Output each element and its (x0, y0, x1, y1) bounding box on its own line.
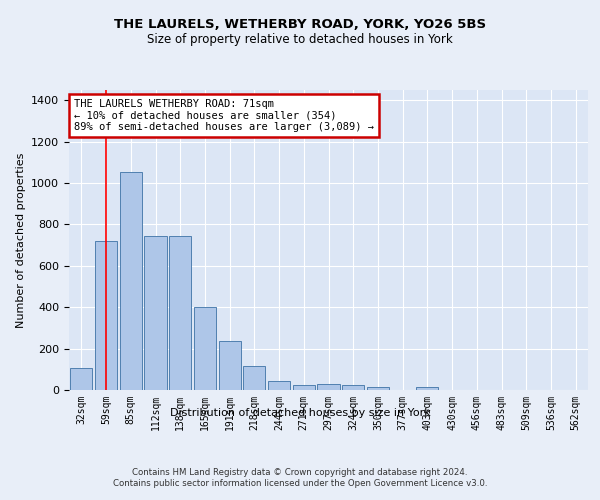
Text: Distribution of detached houses by size in York: Distribution of detached houses by size … (170, 408, 430, 418)
Bar (342, 386, 364, 390)
Bar (95, 241, 117, 390)
Text: THE LAURELS, WETHERBY ROAD, YORK, YO26 5BS: THE LAURELS, WETHERBY ROAD, YORK, YO26 5… (114, 18, 486, 30)
Bar (218, 342, 241, 390)
Bar (243, 366, 265, 390)
Bar (416, 388, 439, 390)
Bar (169, 236, 191, 390)
Text: THE LAURELS WETHERBY ROAD: 71sqm
← 10% of detached houses are smaller (354)
89% : THE LAURELS WETHERBY ROAD: 71sqm ← 10% o… (74, 99, 374, 132)
Text: Contains HM Land Registry data © Crown copyright and database right 2024.
Contai: Contains HM Land Registry data © Crown c… (113, 468, 487, 487)
Bar (317, 384, 340, 390)
Y-axis label: Number of detached properties: Number of detached properties (16, 152, 26, 328)
Bar (194, 307, 216, 390)
Bar (119, 172, 142, 390)
Bar (145, 236, 167, 390)
Bar (367, 387, 389, 390)
Text: Size of property relative to detached houses in York: Size of property relative to detached ho… (147, 32, 453, 46)
Bar (268, 380, 290, 390)
Bar (293, 385, 315, 390)
Bar (70, 368, 92, 390)
